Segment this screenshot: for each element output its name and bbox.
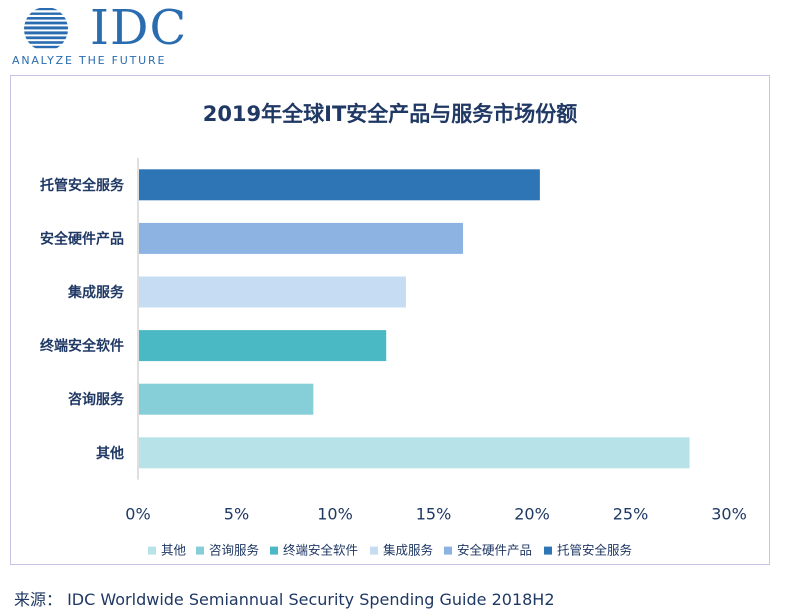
logo-wordmark: IDC xyxy=(90,0,188,56)
globe-icon xyxy=(24,8,68,49)
legend-label: 安全硬件产品 xyxy=(457,543,532,558)
x-tick-label: 0% xyxy=(125,505,150,524)
legend-label: 托管安全服务 xyxy=(557,543,632,558)
bar xyxy=(139,222,464,254)
x-tick-label: 30% xyxy=(711,505,747,524)
legend-label: 终端安全软件 xyxy=(283,543,358,558)
bar xyxy=(139,437,690,469)
x-tick-label: 10% xyxy=(317,505,353,524)
legend-label: 咨询服务 xyxy=(209,543,259,558)
legend-swatch xyxy=(444,546,452,555)
bar xyxy=(139,276,406,308)
bar xyxy=(139,169,540,201)
idc-logo: IDC ANALYZE THE FUTURE xyxy=(10,0,190,67)
category-label: 集成服务 xyxy=(67,284,125,301)
legend-swatch xyxy=(270,546,278,555)
category-label: 咨询服务 xyxy=(68,391,125,408)
chart-title: 2019年全球IT安全产品与服务市场份额 xyxy=(202,102,578,126)
category-label: 其他 xyxy=(96,445,124,462)
logo-tagline: ANALYZE THE FUTURE xyxy=(12,54,167,67)
category-label: 终端安全软件 xyxy=(40,338,124,355)
source-note: 来源： IDC Worldwide Semiannual Security Sp… xyxy=(14,590,555,609)
category-label: 安全硬件产品 xyxy=(40,230,124,247)
bar xyxy=(139,383,314,415)
category-label: 托管安全服务 xyxy=(40,177,125,194)
x-tick-label: 20% xyxy=(514,505,550,524)
x-tick-label: 25% xyxy=(613,505,649,524)
legend-label: 集成服务 xyxy=(383,543,433,558)
legend-swatch xyxy=(148,546,156,555)
bar xyxy=(139,330,387,362)
legend-swatch xyxy=(544,546,552,555)
legend-label: 其他 xyxy=(161,543,187,558)
x-tick-label: 5% xyxy=(224,505,249,524)
legend-swatch xyxy=(370,546,378,555)
chart-panel: 2019年全球IT安全产品与服务市场份额 托管安全服务 安全硬件产品 集成服务 终端安… xyxy=(10,75,770,565)
x-tick-label: 15% xyxy=(416,505,452,524)
legend-swatch xyxy=(196,546,204,555)
